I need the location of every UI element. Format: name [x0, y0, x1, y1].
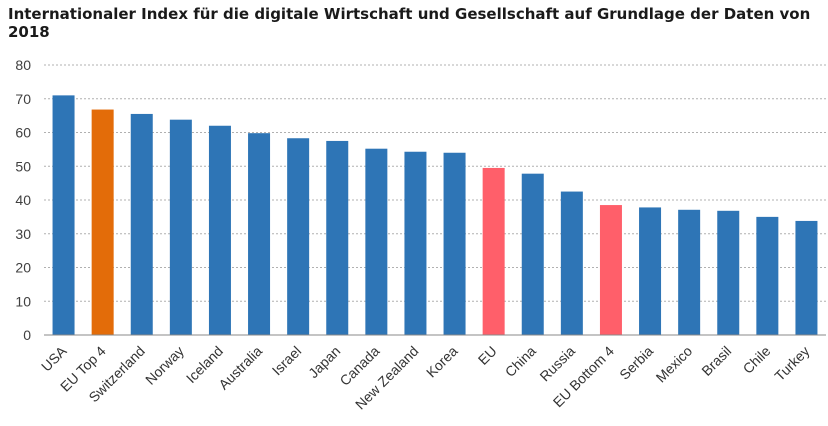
y-tick-label: 60 — [15, 125, 31, 141]
y-tick-label: 0 — [23, 327, 31, 343]
x-category-label: Turkey — [771, 343, 812, 384]
x-category-label: Chile — [740, 343, 774, 377]
bars — [52, 95, 818, 335]
bar — [91, 109, 114, 335]
bar — [521, 173, 544, 335]
bar — [287, 138, 310, 335]
bar — [678, 209, 701, 335]
y-tick-label: 40 — [15, 192, 31, 208]
bar — [560, 191, 583, 335]
x-category-label: China — [502, 343, 539, 380]
y-tick-label: 20 — [15, 260, 31, 276]
y-tick-label: 30 — [15, 226, 31, 242]
bar — [208, 125, 231, 335]
gridlines — [44, 64, 826, 302]
bar — [365, 148, 388, 335]
y-tick-label: 10 — [15, 293, 31, 309]
x-category-label: Korea — [423, 343, 461, 381]
y-tick-label: 70 — [15, 91, 31, 107]
bar — [482, 167, 505, 335]
bar — [599, 205, 622, 335]
y-tick-label: 80 — [15, 57, 31, 73]
bar — [717, 210, 740, 335]
x-category-label: Serbia — [616, 343, 656, 383]
x-category-label: Brasil — [698, 343, 734, 379]
bar — [756, 216, 779, 335]
x-category-label: EU — [475, 343, 500, 368]
bar — [169, 119, 192, 335]
bar — [795, 220, 818, 335]
bar — [248, 133, 271, 335]
chart-title: Internationaler Index für die digitale W… — [8, 5, 811, 41]
bar — [443, 152, 466, 335]
x-category-label: Mexico — [653, 343, 696, 386]
bar — [404, 151, 427, 335]
x-category-label: Norway — [142, 343, 187, 388]
bar — [130, 113, 153, 335]
x-category-label: USA — [38, 342, 70, 374]
x-category-label: Israel — [269, 343, 305, 379]
y-axis-ticks: 0 10 20 30 40 50 60 70 80 — [15, 57, 31, 343]
bar — [52, 95, 75, 335]
bar — [639, 207, 662, 335]
x-category-label: Australia — [215, 343, 265, 393]
bar — [326, 140, 349, 335]
y-tick-label: 50 — [15, 158, 31, 174]
